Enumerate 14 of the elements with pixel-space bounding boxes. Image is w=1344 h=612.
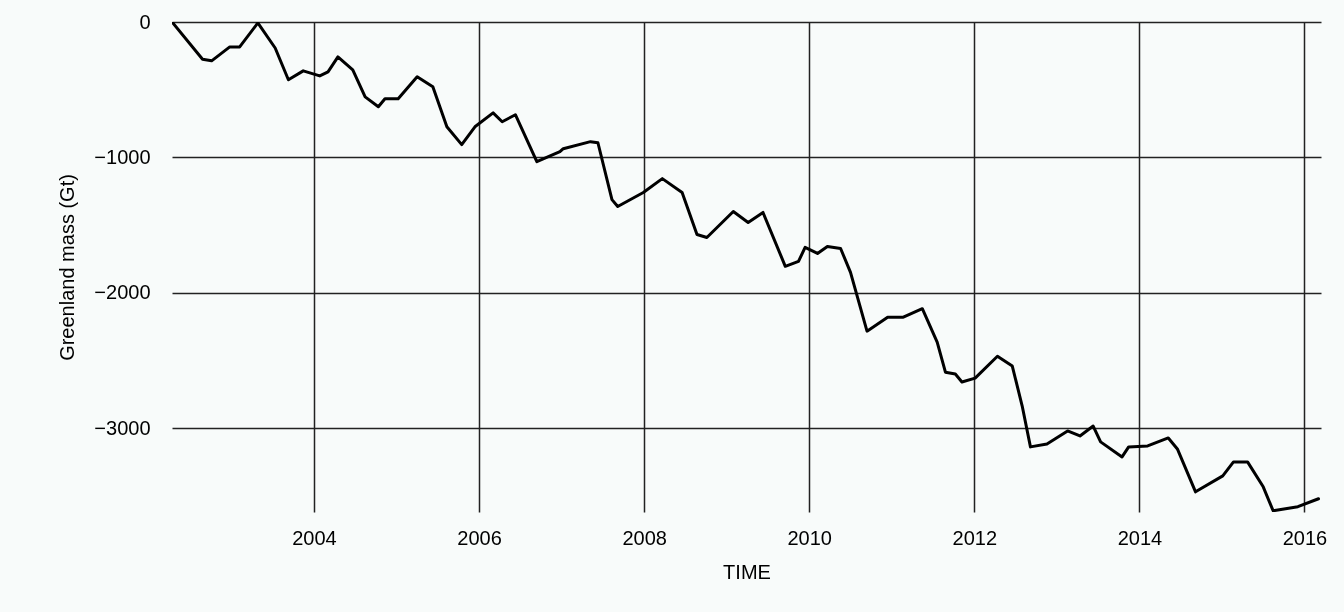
x-tick-label: 2014: [1117, 526, 1163, 549]
line-series: [172, 22, 1321, 512]
x-axis-title: TIME: [723, 560, 771, 583]
y-tick-label: −1000: [94, 145, 151, 168]
x-tick-label: 2006: [457, 526, 502, 549]
y-tick-label: 0: [139, 10, 151, 33]
y-tick-label: −2000: [94, 281, 151, 304]
y-tick-label: −3000: [94, 416, 151, 439]
y-axis-title: Greenland mass (Gt): [56, 174, 79, 361]
x-tick-label: 2012: [952, 526, 998, 549]
x-tick-label: 2004: [292, 526, 337, 549]
x-tick-label: 2008: [622, 526, 667, 549]
x-tick-label: 2010: [787, 526, 832, 549]
x-tick-label: 2016: [1282, 526, 1328, 549]
